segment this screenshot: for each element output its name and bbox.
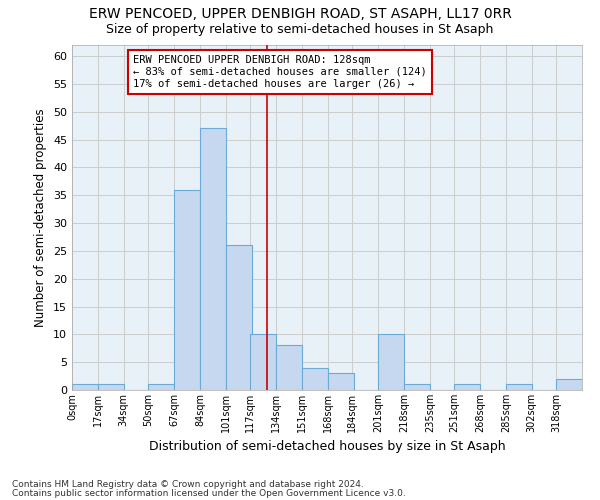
Bar [98,384,124,390]
Bar [556,379,582,390]
Bar [506,384,532,390]
Text: Contains HM Land Registry data © Crown copyright and database right 2024.: Contains HM Land Registry data © Crown c… [12,480,364,489]
Y-axis label: Number of semi-detached properties: Number of semi-detached properties [34,108,47,327]
Bar [250,334,276,390]
Bar [226,246,251,390]
Text: ERW PENCOED, UPPER DENBIGH ROAD, ST ASAPH, LL17 0RR: ERW PENCOED, UPPER DENBIGH ROAD, ST ASAP… [89,8,511,22]
Bar [200,128,226,390]
Text: Size of property relative to semi-detached houses in St Asaph: Size of property relative to semi-detach… [106,22,494,36]
Bar [454,384,480,390]
Bar [148,384,174,390]
Bar [302,368,328,390]
Bar [72,384,98,390]
Text: Contains public sector information licensed under the Open Government Licence v3: Contains public sector information licen… [12,488,406,498]
Bar [378,334,404,390]
Text: ERW PENCOED UPPER DENBIGH ROAD: 128sqm
← 83% of semi-detached houses are smaller: ERW PENCOED UPPER DENBIGH ROAD: 128sqm ←… [133,56,427,88]
X-axis label: Distribution of semi-detached houses by size in St Asaph: Distribution of semi-detached houses by … [149,440,505,454]
Bar [404,384,430,390]
Bar [174,190,200,390]
Bar [276,346,302,390]
Bar [328,374,353,390]
